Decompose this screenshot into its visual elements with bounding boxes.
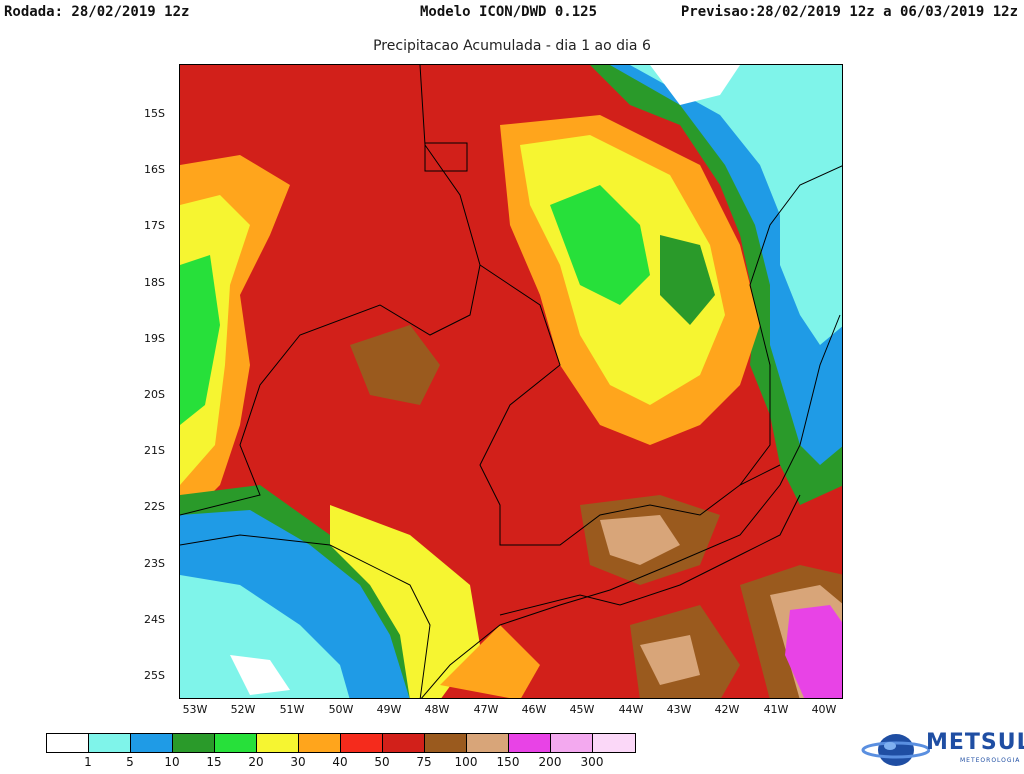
field-200mm (785, 605, 842, 698)
logo-subtitle: METEOROLOGIA (960, 757, 1021, 764)
model-label: Modelo ICON/DWD 0.125 (420, 4, 598, 20)
globe-icon (861, 734, 931, 766)
lon-label: 53W (182, 703, 208, 716)
lon-label: 48W (424, 703, 450, 716)
logo-name: METSUL (926, 730, 1024, 755)
colorbar-swatch (299, 734, 341, 752)
colorbar-swatch (215, 734, 257, 752)
lat-label: 21S (144, 444, 165, 457)
colorbar-label: 200 (538, 755, 562, 769)
colorbar-label: 300 (580, 755, 604, 769)
state-border-2 (479, 264, 781, 546)
precipitation-field (180, 65, 842, 698)
precipitation-colorbar (46, 733, 636, 753)
precipitation-map (179, 64, 843, 699)
colorbar-label: 15 (206, 755, 222, 769)
lon-label: 43W (666, 703, 692, 716)
federal-district-outline (424, 142, 468, 172)
colorbar-label: 150 (496, 755, 520, 769)
lon-label: 40W (811, 703, 837, 716)
state-border-1 (180, 65, 481, 516)
colorbar-swatch (383, 734, 425, 752)
colorbar-swatch (467, 734, 509, 752)
colorbar-swatch (593, 734, 635, 752)
field-5mm-sw (180, 575, 350, 698)
lat-label: 17S (144, 219, 165, 232)
forecast-period-label: Previsao:28/02/2019 12z a 06/03/2019 12z (680, 4, 1018, 20)
colorbar-label: 1 (84, 755, 92, 769)
lat-label: 22S (144, 500, 165, 513)
lat-label: 15S (144, 107, 165, 120)
lon-label: 52W (230, 703, 256, 716)
field-150mm (600, 515, 680, 565)
lon-label: 50W (328, 703, 354, 716)
lat-label: 19S (144, 332, 165, 345)
lon-label: 47W (473, 703, 499, 716)
colorbar-swatch (551, 734, 593, 752)
field-5mm (630, 65, 842, 345)
field-20mm (550, 185, 650, 305)
field-100mm-b (350, 325, 440, 405)
state-border-5 (499, 494, 801, 616)
field-150mm-c (640, 635, 700, 685)
lon-label: 41W (763, 703, 789, 716)
colorbar-swatch (425, 734, 467, 752)
colorbar-label: 100 (454, 755, 478, 769)
lat-label: 20S (144, 388, 165, 401)
run-time-label: Rodada: 28/02/2019 12z (4, 4, 190, 20)
state-border-3 (739, 165, 842, 486)
field-20mm-west (180, 255, 220, 425)
colorbar-label: 40 (332, 755, 348, 769)
lat-label: 23S (144, 557, 165, 570)
field-1mm-sw (230, 655, 290, 695)
colorbar-swatch (89, 734, 131, 752)
colorbar-swatch (509, 734, 551, 752)
lon-label: 44W (618, 703, 644, 716)
lon-label: 49W (376, 703, 402, 716)
metsul-logo: METSUL METEOROLOGIA (860, 728, 1024, 770)
colorbar-label: 10 (164, 755, 180, 769)
lon-label: 51W (279, 703, 305, 716)
colorbar-label: 50 (374, 755, 390, 769)
colorbar-label: 30 (290, 755, 306, 769)
map-subtitle: Precipitacao Acumulada - dia 1 ao dia 6 (373, 38, 651, 54)
colorbar-swatch (341, 734, 383, 752)
lon-label: 42W (714, 703, 740, 716)
field-15mm-b (660, 235, 715, 325)
lat-label: 25S (144, 669, 165, 682)
colorbar-label: 75 (416, 755, 432, 769)
field-1mm (650, 65, 740, 105)
lat-label: 16S (144, 163, 165, 176)
colorbar-swatch (131, 734, 173, 752)
colorbar-swatch (257, 734, 299, 752)
state-border-4 (180, 534, 431, 698)
colorbar-label: 5 (126, 755, 134, 769)
coastline (421, 314, 841, 698)
lat-label: 18S (144, 276, 165, 289)
field-30mm-s (330, 505, 480, 698)
colorbar-swatch (173, 734, 215, 752)
lon-label: 45W (569, 703, 595, 716)
colorbar-swatch (47, 734, 89, 752)
lon-label: 46W (521, 703, 547, 716)
field-40mm-s (440, 625, 540, 698)
lat-label: 24S (144, 613, 165, 626)
colorbar-label: 20 (248, 755, 264, 769)
